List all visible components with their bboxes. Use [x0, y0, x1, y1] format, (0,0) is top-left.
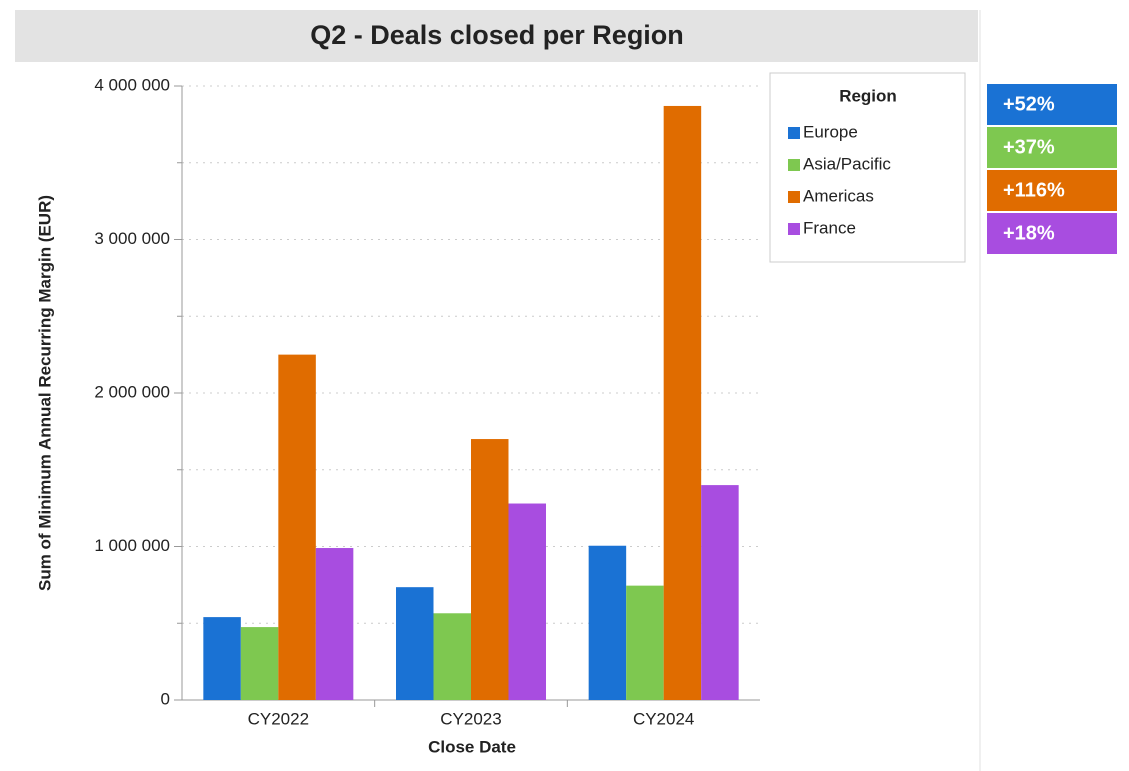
title-bar — [15, 10, 978, 62]
legend-swatch — [788, 127, 800, 139]
bar — [508, 503, 546, 700]
bar — [471, 439, 509, 700]
x-tick-label: CY2022 — [248, 709, 309, 728]
x-axis-label: Close Date — [428, 737, 516, 756]
bar — [396, 587, 434, 700]
legend-box — [769, 72, 966, 263]
legend-title: Region — [839, 86, 897, 105]
badge-text: +52% — [1003, 93, 1055, 115]
y-tick-label: 0 — [161, 689, 170, 708]
legend-label: Asia/Pacific — [803, 154, 891, 173]
bar — [701, 485, 739, 700]
badge — [987, 213, 1117, 254]
y-tick-label: 4 000 000 — [94, 75, 170, 94]
y-axis-label: Sum of Minimum Annual Recurring Margin (… — [35, 195, 54, 591]
bar — [433, 613, 471, 700]
y-tick-label: 1 000 000 — [94, 536, 170, 555]
badge — [987, 170, 1117, 211]
legend-swatch — [788, 191, 800, 203]
y-tick-label: 3 000 000 — [94, 229, 170, 248]
legend-swatch — [788, 159, 800, 171]
bar — [626, 585, 664, 700]
x-tick-label: CY2023 — [440, 709, 501, 728]
bar — [278, 354, 316, 700]
bar — [588, 545, 627, 700]
bar — [315, 548, 354, 700]
legend-label: Americas — [803, 186, 874, 205]
badge-text: +18% — [1003, 222, 1055, 244]
bar — [240, 627, 279, 700]
legend-label: Europe — [803, 122, 858, 141]
legend-swatch — [788, 223, 800, 235]
badge — [987, 84, 1117, 125]
bar — [663, 105, 702, 700]
badge-text: +116% — [1003, 179, 1065, 201]
badge — [987, 127, 1117, 168]
legend-label: France — [803, 218, 856, 237]
x-tick-label: CY2024 — [633, 709, 694, 728]
badge-text: +37% — [1003, 136, 1055, 158]
chart-title: Q2 - Deals closed per Region — [310, 20, 684, 50]
bar — [203, 617, 241, 700]
y-tick-label: 2 000 000 — [94, 382, 170, 401]
